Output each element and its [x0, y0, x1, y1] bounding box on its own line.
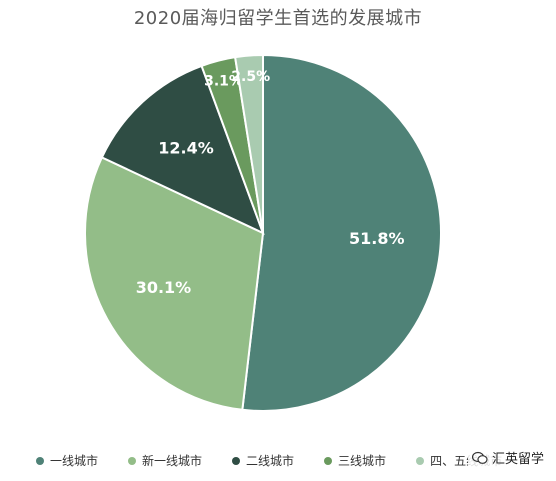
legend-swatch [36, 456, 44, 465]
slice-label-3: 12.4% [158, 139, 214, 158]
legend-label: 三线城市 [338, 454, 387, 468]
slice-label-4: 3.1% [204, 73, 243, 89]
wechat-icon [471, 451, 488, 464]
slice-label-1: 51.8% [349, 229, 405, 248]
legend-label: 一线城市 [50, 454, 99, 468]
legend-label: 二线城市 [246, 454, 295, 468]
watermark: 汇英留学 [467, 446, 548, 469]
chart-title: 2020届海归留学生首选的发展城市 [133, 8, 423, 29]
slice-label-2: 30.1% [136, 278, 192, 297]
pie-slice-1 [241, 53, 442, 412]
legend-item-2: 新一线城市 [128, 452, 202, 469]
legend-swatch [232, 456, 241, 465]
pie-slice-3 [100, 64, 265, 235]
legend-swatch [324, 456, 333, 465]
legend-label: 新一线城市 [142, 454, 203, 468]
legend-swatch [128, 456, 137, 465]
legend-item-1: 一线城市 [36, 452, 98, 469]
legend-item-4: 三线城市 [324, 452, 386, 469]
chart-legend: 一线城市 新一线城市 二线城市 三线城市 四、五线城市 [36, 452, 532, 469]
legend-item-3: 二线城市 [232, 452, 294, 469]
pie-slice-5 [233, 53, 264, 234]
legend-swatch [416, 456, 425, 465]
watermark-text: 汇英留学 [491, 452, 544, 467]
pie-slice-2 [84, 156, 265, 411]
slice-label-5: 2.5% [231, 69, 270, 85]
